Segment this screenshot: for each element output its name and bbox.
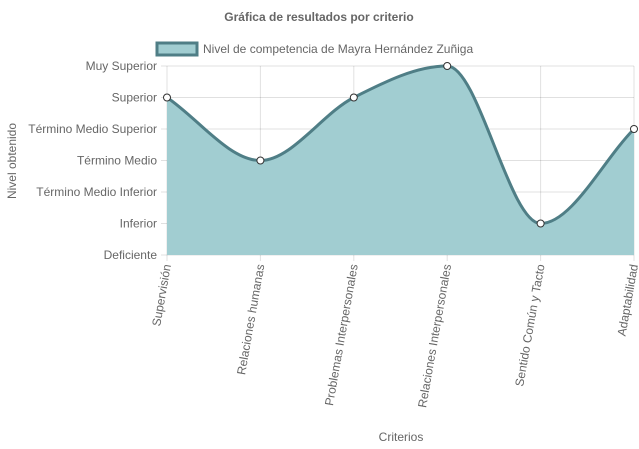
data-point[interactable]: [630, 125, 638, 133]
legend-swatch: [155, 41, 199, 57]
y-tick-label: Superior: [112, 91, 157, 105]
y-tick-label: Inferior: [120, 217, 157, 231]
x-axis-ticks: Supervisión Relaciones humanas Problemas I…: [149, 263, 639, 409]
data-point[interactable]: [443, 62, 452, 70]
y-axis-ticks: Deficiente Inferior Término Medio Inferior…: [28, 59, 157, 262]
series-area-fill: [167, 66, 634, 255]
chart-title: Gráfica de resultados por criterio: [224, 10, 413, 24]
y-tick-label: Término Medio Superior: [28, 122, 157, 136]
x-tick-label: Adaptabilidad: [615, 263, 639, 337]
x-axis-title: Criterios: [379, 430, 424, 444]
y-tick-label: Muy Superior: [86, 59, 157, 73]
x-tick-label: Relaciones humanas: [234, 263, 267, 376]
data-point[interactable]: [256, 156, 265, 165]
data-point[interactable]: [163, 93, 171, 102]
data-point[interactable]: [536, 219, 545, 228]
x-tick-label: Supervisión: [149, 263, 174, 327]
y-axis-title: Nivel obtenido: [5, 123, 19, 199]
x-tick-label: Relaciones Interpersonales: [415, 263, 454, 409]
y-tick-label: Término Medio Inferior: [36, 185, 157, 199]
x-tick-label: Problemas Interpersonales: [322, 263, 361, 407]
x-tick-label: Sentido Común y Tacto: [512, 263, 547, 388]
y-tick-label: Término Medio: [77, 154, 157, 168]
legend-label: Nivel de competencia de Mayra Hernández …: [203, 42, 473, 56]
chart-legend[interactable]: Nivel de competencia de Mayra Hernández …: [155, 41, 473, 57]
y-tick-label: Deficiente: [104, 248, 158, 262]
data-point[interactable]: [349, 93, 358, 102]
data-points: [163, 62, 638, 228]
